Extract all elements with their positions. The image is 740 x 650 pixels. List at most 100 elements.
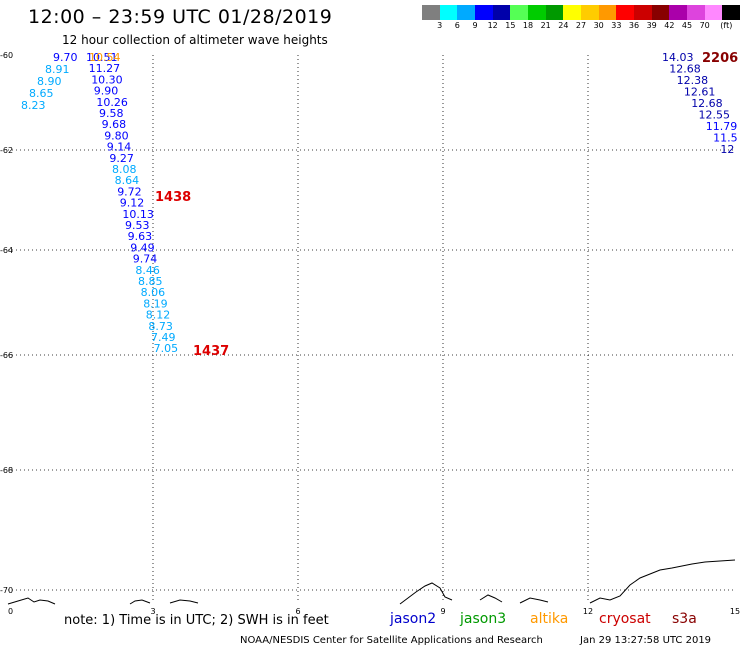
color-scale-labels: 3 6 9 12 15 18 21 24 27 30 33 36 39 42 45 70 (ft)	[422, 21, 740, 33]
wave-height-value: 14.03	[662, 51, 694, 64]
color-swatch	[528, 5, 546, 20]
wave-height-value: 9.90	[94, 85, 119, 98]
wave-height-value: 7.49	[151, 331, 176, 344]
color-scale-label: 36	[628, 21, 640, 30]
color-scale-label: 21	[540, 21, 551, 30]
color-scale-label: 9	[472, 21, 478, 30]
color-swatch	[439, 5, 458, 20]
legend-s3a: s3a	[672, 611, 697, 627]
y-tick-label: -62	[0, 146, 13, 155]
wave-height-value: 8.12	[146, 309, 171, 322]
wave-height-value: 12.61	[684, 86, 716, 99]
color-swatch	[651, 5, 670, 20]
x-tick-label: 9	[440, 607, 445, 616]
wave-height-value: 9.68	[102, 118, 127, 131]
wave-height-value: 12.68	[669, 63, 701, 76]
wave-height-value: 9.53	[125, 219, 150, 232]
color-swatch	[475, 5, 493, 20]
wave-height-value: 10.13	[122, 208, 153, 221]
color-scale-label: (ft)	[720, 21, 733, 30]
map-grid	[8, 55, 735, 603]
color-scale-label: 12	[487, 21, 498, 30]
wave-height-value: 8.73	[148, 320, 173, 333]
wave-height-value: 8.65	[29, 87, 54, 100]
color-swatch	[669, 5, 688, 20]
x-tick-label: 15	[730, 607, 740, 616]
wave-height-value: 8.06	[141, 286, 166, 299]
wave-height-value: 12	[720, 143, 734, 156]
wave-height-value: 9.72	[117, 185, 142, 198]
color-scale-label: 70	[699, 21, 710, 30]
wave-height-value: 9.63	[128, 230, 153, 243]
track-left-b-values: 10.5111.2710.309.9010.269.589.689.809.14…	[86, 51, 178, 355]
color-swatch	[722, 5, 740, 20]
color-scale-label: 18	[522, 21, 534, 30]
color-scale-label: 39	[646, 21, 657, 30]
wave-height-value: 8.08	[112, 163, 137, 176]
wave-height-value: 9.27	[109, 152, 133, 165]
track-right-values: 14.0312.6812.3812.6112.6812.5511.7911.51…	[662, 51, 738, 156]
color-scale-label: 3	[437, 21, 443, 30]
wave-height-value: 8.90	[37, 75, 62, 88]
map-subtitle: 12 hour collection of altimeter wave hei…	[62, 33, 328, 47]
wave-height-value: 9.12	[120, 197, 145, 210]
color-scale-label: 6	[454, 21, 460, 30]
wave-height-value: 12.38	[677, 74, 709, 87]
wave-height-value: 12.55	[699, 109, 731, 122]
wave-height-value: 8.91	[45, 63, 70, 76]
color-swatch	[598, 5, 617, 20]
color-swatch	[457, 5, 476, 20]
color-swatch	[704, 5, 723, 20]
wave-height-value: 8.85	[138, 275, 163, 288]
wave-height-value: 9.80	[104, 129, 129, 142]
color-swatch	[492, 5, 511, 20]
color-scale-label: 33	[611, 21, 622, 30]
map-title: 12:00 – 23:59 UTC 01/28/2019	[28, 6, 333, 28]
wave-height-value: 10.30	[91, 73, 123, 86]
footer-note: note: 1) Time is in UTC; 2) SWH is in fe…	[64, 613, 329, 628]
wave-height-value: 8.46	[135, 264, 160, 277]
wave-height-value: 11.5	[713, 132, 738, 145]
x-tick-label: 3	[150, 607, 155, 616]
color-scale-label: 45	[681, 21, 693, 30]
wave-height-value: 11.79	[706, 120, 738, 133]
track-time-1437: 1437	[193, 344, 229, 359]
color-swatch	[616, 5, 635, 20]
color-scale-label: 27	[575, 21, 587, 30]
color-scale-label: 24	[558, 21, 569, 30]
track-time-1438: 1438	[155, 190, 191, 205]
color-swatch	[563, 5, 582, 20]
antarctic-coastline	[7, 559, 736, 605]
legend-jason2: jason2	[390, 611, 437, 627]
wave-height-value: 9.58	[99, 107, 124, 120]
color-scale-label: 30	[593, 21, 604, 30]
y-tick-label: -66	[0, 351, 13, 360]
track-top-label: 10.54	[89, 51, 121, 64]
wave-height-value: 9.14	[107, 141, 132, 154]
color-swatch	[687, 5, 705, 20]
y-tick-label: -64	[0, 246, 13, 255]
legend-altika: altika	[530, 611, 569, 627]
color-swatch	[510, 5, 529, 20]
axis-tick-labels: 0 3 6 9 12 15 -60 -62 -64 -66 -68 -70	[0, 51, 740, 616]
y-tick-label: -70	[0, 586, 13, 595]
y-tick-label: -68	[0, 466, 13, 475]
wave-height-value: 11.27	[89, 62, 121, 75]
wave-height-value: 9.70	[53, 51, 78, 64]
wave-height-value: 8.64	[115, 174, 140, 187]
wave-height-value: 8.19	[143, 297, 168, 310]
x-tick-label: 0	[8, 607, 13, 616]
wave-height-value: 9.74	[133, 253, 158, 266]
wave-height-value: 7.05	[154, 342, 179, 355]
color-scale-label: 15	[505, 21, 516, 30]
track-left-a-values: 9.708.918.908.658.23	[21, 51, 78, 112]
color-scale-label: 42	[664, 21, 675, 30]
color-scale-bar	[422, 5, 740, 20]
y-tick-label: -60	[0, 51, 13, 60]
color-swatch	[422, 5, 440, 20]
wave-height-value: 10.51	[86, 51, 118, 64]
color-swatch	[634, 5, 652, 20]
credit-line: NOAA/NESDIS Center for Satellite Applica…	[240, 635, 543, 646]
legend-cryosat: cryosat	[599, 611, 651, 627]
